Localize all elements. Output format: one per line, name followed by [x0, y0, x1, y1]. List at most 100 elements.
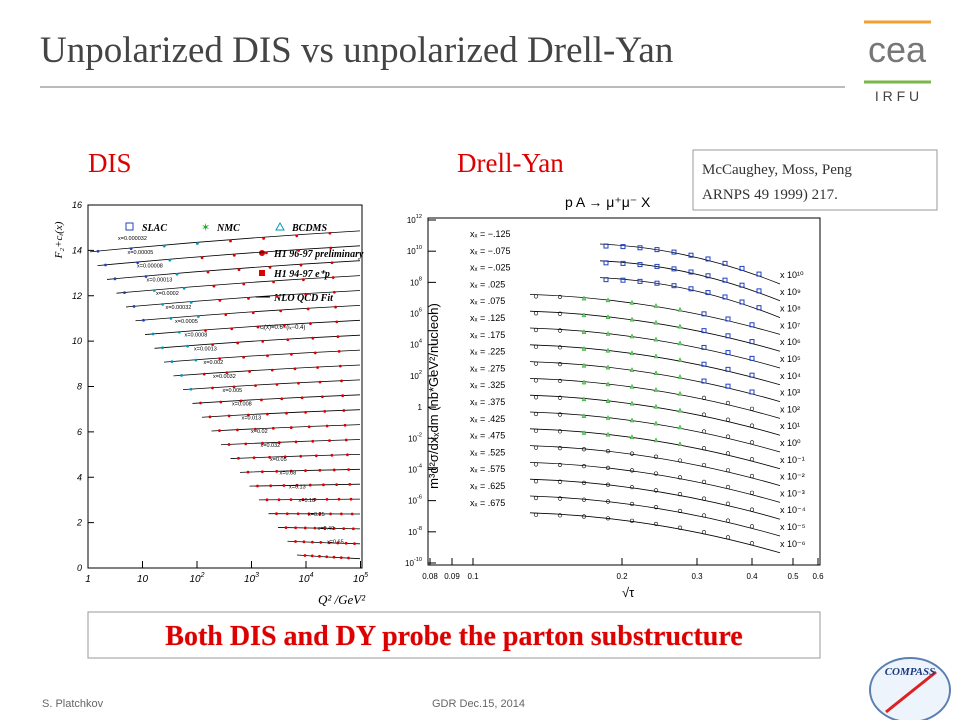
- data-point: [331, 276, 335, 279]
- legend-marker: [259, 270, 265, 276]
- fit-curve: [182, 379, 361, 391]
- data-point: [722, 277, 728, 283]
- data-point: [533, 445, 539, 450]
- data-point: [325, 497, 329, 501]
- data-point: [242, 355, 246, 359]
- data-point: [637, 262, 643, 268]
- data-point: [342, 527, 346, 531]
- data-point: [309, 322, 312, 325]
- data-point: [142, 318, 145, 322]
- tick-label: 10-8: [408, 526, 422, 537]
- xf-label: xₓ = .325: [470, 380, 505, 390]
- xf-label: xₓ = .525: [470, 447, 505, 457]
- citation-line: ARNPS 49 1999) 217.: [702, 187, 838, 203]
- dy-plot: p A → μ⁺μ⁻ X10121010108106104102110-210-…: [405, 194, 824, 600]
- curve-label: x=0.013: [242, 415, 262, 421]
- y-tick-label: 14: [72, 245, 82, 255]
- data-point: [581, 329, 587, 334]
- tick-base: 10: [244, 574, 256, 585]
- tick-exp: 10: [416, 245, 422, 251]
- data-point: [677, 458, 683, 463]
- data-point: [227, 443, 231, 446]
- data-point: [629, 434, 635, 440]
- data-point: [688, 252, 694, 258]
- data-point: [677, 441, 683, 447]
- data-point: [653, 403, 659, 409]
- data-point: [557, 412, 563, 417]
- data-point: [725, 366, 731, 372]
- data-point: [677, 390, 683, 396]
- data-point: [211, 386, 214, 390]
- data-point: [653, 437, 659, 443]
- tick-base: 10: [189, 574, 201, 585]
- data-point: [605, 347, 611, 353]
- fit-curve: [529, 361, 781, 402]
- curve-label: x=0.0013: [194, 346, 217, 352]
- data-point: [533, 378, 539, 383]
- data-point: [280, 397, 284, 401]
- formula: cᵢ(x)=0.6×(iₓ−0.4): [260, 325, 305, 331]
- data-point: [328, 439, 331, 443]
- data-point: [236, 428, 239, 432]
- data-point: [739, 265, 745, 271]
- data-point: [268, 455, 272, 459]
- curve-label: x=0.0005: [175, 319, 198, 325]
- data-point: [581, 345, 587, 351]
- data-point: [244, 442, 248, 446]
- data-point: [581, 362, 587, 368]
- data-point: [688, 269, 694, 275]
- data-point: [330, 261, 334, 265]
- data-point: [318, 380, 322, 384]
- data-point: [654, 263, 660, 269]
- data-point: [749, 541, 755, 546]
- data-point: [289, 426, 293, 429]
- fit-curve: [529, 478, 781, 520]
- tick-label: 102: [410, 370, 422, 381]
- data-point: [346, 453, 349, 457]
- data-point: [295, 234, 299, 238]
- curve-label: x=0.0002: [156, 291, 179, 297]
- data-point: [637, 245, 643, 251]
- data-point: [284, 526, 288, 530]
- data-point: [339, 512, 343, 516]
- x-tick-label: 0.6: [812, 572, 824, 581]
- data-point: [605, 449, 611, 454]
- data-point: [701, 328, 707, 334]
- data-point: [275, 470, 279, 473]
- data-point: [620, 260, 626, 266]
- data-point: [654, 280, 660, 286]
- data-point: [218, 429, 221, 433]
- tick-base: 10: [410, 341, 419, 350]
- data-point: [756, 288, 762, 294]
- tick-label: 1010: [407, 245, 422, 256]
- data-point: [297, 381, 300, 385]
- data-point: [654, 247, 660, 253]
- compass-text: COMPASS: [885, 666, 936, 678]
- legend-marker: [259, 250, 265, 256]
- x-axis-label: √τ: [622, 585, 635, 600]
- curve-label: x=0.05: [270, 457, 287, 463]
- tick-base: 10: [410, 372, 419, 381]
- data-point: [285, 411, 288, 415]
- data-point: [350, 512, 354, 516]
- scale-label: x 10⁰: [780, 438, 801, 448]
- scale-label: x 10⁻⁴: [780, 505, 806, 515]
- data-point: [653, 336, 659, 342]
- data-point: [96, 249, 100, 253]
- data-point: [336, 335, 340, 339]
- data-point: [533, 327, 539, 333]
- data-point: [320, 395, 324, 399]
- data-point: [629, 316, 635, 322]
- curve-label: x=0.40: [318, 526, 335, 532]
- citation-box: [692, 149, 938, 211]
- data-point: [304, 292, 308, 296]
- fit-curve: [529, 495, 781, 537]
- data-point: [311, 336, 315, 340]
- data-point: [581, 295, 587, 301]
- legend-label: H1 96-97 preliminary: [273, 249, 364, 260]
- data-point: [557, 311, 563, 316]
- data-point: [336, 541, 340, 545]
- data-point: [653, 521, 659, 527]
- fit-curve: [599, 277, 781, 318]
- data-point: [749, 322, 755, 328]
